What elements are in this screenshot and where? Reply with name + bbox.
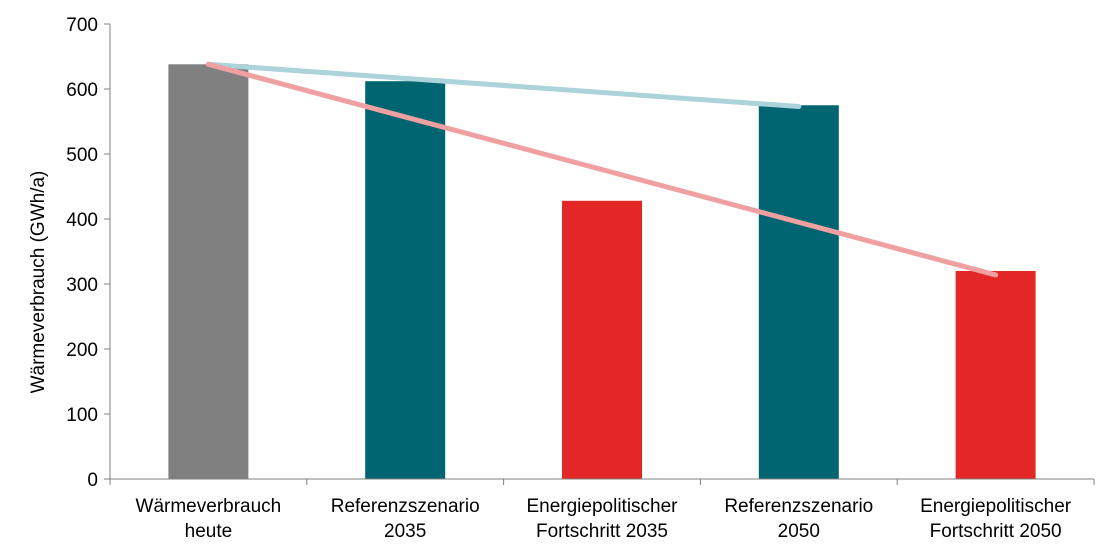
- x-category-label: Energiepolitischer Fortschritt 2035: [526, 496, 678, 542]
- bar: [955, 271, 1036, 479]
- y-tick-label: 500: [66, 145, 98, 166]
- bar: [168, 64, 249, 480]
- y-tick-label: 200: [66, 340, 98, 361]
- trend-lines: [205, 61, 999, 278]
- trend-line: [205, 61, 999, 278]
- x-category-label: Wärmeverbrauch heute: [136, 496, 282, 542]
- x-category-label: Referenzszenario 2035: [331, 496, 480, 542]
- y-tick-label: 600: [66, 80, 98, 101]
- y-axis: 0 100 200 300 400 500 600 700: [66, 15, 111, 491]
- y-tick-label: 100: [66, 405, 98, 426]
- bars: [168, 64, 1036, 480]
- y-tick-label: 300: [66, 275, 98, 296]
- x-category-label-line: 2035: [384, 521, 426, 542]
- x-category-label-line: heute: [185, 521, 233, 542]
- x-category-label-line: Fortschritt 2050: [930, 521, 1062, 542]
- bar: [365, 81, 446, 479]
- x-category-label-line: Fortschritt 2035: [536, 521, 668, 542]
- x-axis: Wärmeverbrauch heute Referenzszenario 2035 E…: [109, 478, 1095, 542]
- y-tick-label: 400: [66, 210, 98, 231]
- x-category-label-line: Energiepolitischer: [526, 496, 678, 517]
- y-tick-label: 700: [66, 15, 98, 36]
- y-tick-label: 0: [87, 470, 98, 491]
- x-category-label-line: Referenzszenario: [724, 496, 873, 517]
- y-axis-title: Wärmeverbrauch (GWh/a): [28, 171, 49, 394]
- bar: [562, 200, 642, 480]
- x-category-label-line: 2050: [778, 521, 820, 542]
- x-category-label: Energiepolitischer Fortschritt 2050: [920, 496, 1072, 542]
- trend-line: [205, 61, 802, 110]
- x-category-label-line: Referenzszenario: [331, 496, 480, 517]
- x-category-label-line: Energiepolitischer: [920, 496, 1072, 517]
- x-category-label: Referenzszenario 2050: [724, 496, 873, 542]
- x-category-label-line: Wärmeverbrauch: [136, 496, 282, 517]
- bar: [758, 105, 839, 479]
